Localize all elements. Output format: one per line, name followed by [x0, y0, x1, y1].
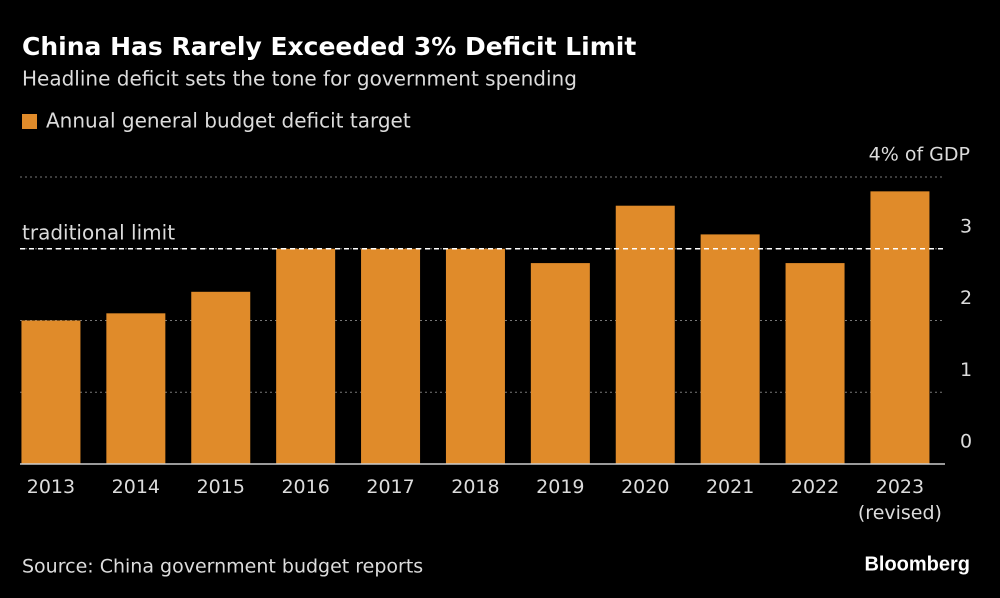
- y-tick-label: 1: [960, 359, 972, 381]
- brand: Bloomberg: [864, 553, 970, 575]
- chart-title: China Has Rarely Exceeded 3% Deficit Lim…: [22, 32, 636, 61]
- legend-label: Annual general budget deficit target: [46, 109, 411, 133]
- x-tick-label: 2016: [281, 476, 330, 498]
- bar: [445, 248, 505, 464]
- x-tick-label: 2015: [196, 476, 245, 498]
- x-tick-label: 2022: [790, 476, 840, 498]
- x-tick-label: 2013: [26, 476, 76, 498]
- y-tick-label: 2: [960, 287, 972, 309]
- y-tick-label: 4% of GDP: [869, 144, 970, 166]
- legend-swatch: [22, 114, 37, 129]
- bar: [700, 234, 760, 464]
- bar: [361, 248, 421, 464]
- source: Source: China government budget reports: [22, 556, 423, 578]
- x-tick-label: 2018: [451, 476, 500, 498]
- bar: [615, 205, 675, 464]
- x-tick-label: 2019: [536, 476, 585, 498]
- bar: [530, 263, 590, 464]
- bar: [276, 248, 336, 464]
- bar: [191, 291, 251, 464]
- x-tick-label: 2021: [705, 476, 755, 498]
- x-tick-label: 2014: [111, 476, 161, 498]
- x-tick-label: 2017: [366, 476, 415, 498]
- x-tick-label: 2020: [621, 476, 670, 498]
- bar: [870, 191, 930, 464]
- bar: [106, 313, 166, 464]
- reference-label: traditional limit: [22, 220, 175, 244]
- y-tick-label: 0: [960, 431, 972, 453]
- bar: [785, 263, 845, 464]
- chart-subtitle: Headline deficit sets the tone for gover…: [22, 67, 577, 91]
- x-tick-label: 2023 (revised): [857, 476, 942, 524]
- bar: [21, 320, 81, 464]
- y-tick-label: 3: [960, 215, 972, 237]
